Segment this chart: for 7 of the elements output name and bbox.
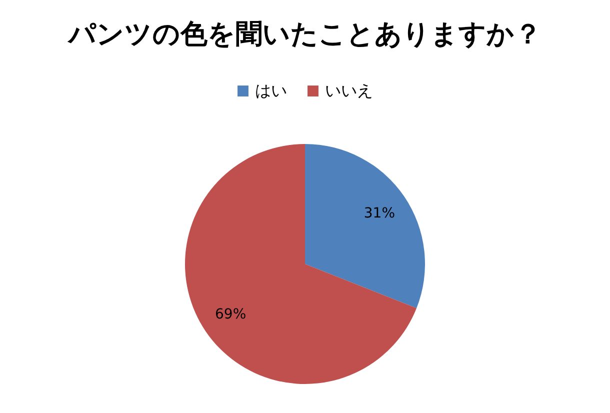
data-label: 69% (215, 306, 246, 323)
pie-slice (305, 144, 425, 308)
legend-label: はい (255, 81, 287, 100)
data-label: 31% (364, 205, 395, 222)
chart-title: パンツの色を聞いたことありますか？ (66, 19, 542, 50)
pie-slice (185, 144, 417, 384)
legend-label: いいえ (325, 81, 373, 100)
